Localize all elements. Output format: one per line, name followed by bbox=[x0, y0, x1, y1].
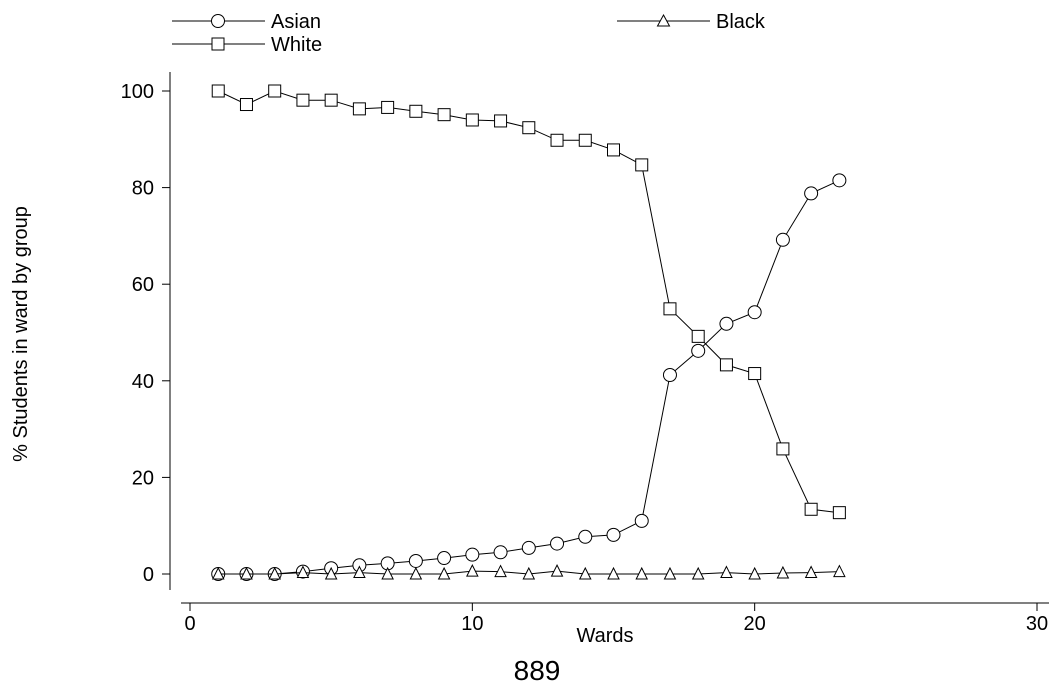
data-point-white bbox=[409, 104, 423, 118]
data-point-black bbox=[607, 566, 620, 580]
data-point-white bbox=[437, 108, 451, 122]
legend-label-asian: Asian bbox=[271, 11, 321, 33]
y-axis-label: % Students in ward by group bbox=[10, 206, 32, 462]
y-tick-label: 60 bbox=[132, 274, 154, 296]
data-point-black bbox=[437, 566, 451, 580]
y-tick-label: 40 bbox=[132, 371, 154, 393]
data-point-asian bbox=[747, 305, 762, 320]
data-point-black bbox=[466, 563, 479, 577]
data-point-white bbox=[635, 158, 649, 172]
data-point-white bbox=[691, 329, 705, 343]
legend-marker-black bbox=[656, 13, 671, 27]
data-point-black bbox=[324, 566, 338, 580]
data-point-black bbox=[240, 566, 253, 580]
data-point-black bbox=[522, 566, 536, 580]
data-point-black bbox=[211, 566, 225, 580]
page-number: 889 bbox=[514, 655, 561, 686]
y-tick-label: 80 bbox=[132, 178, 154, 200]
y-tick-label: 0 bbox=[143, 564, 154, 586]
data-point-white bbox=[719, 358, 733, 372]
data-point-black bbox=[578, 566, 592, 580]
data-point-black bbox=[353, 565, 366, 579]
legend-marker-white bbox=[211, 37, 225, 51]
legend-item-white: White bbox=[172, 34, 322, 56]
data-point-white bbox=[522, 121, 536, 135]
data-point-asian bbox=[550, 536, 565, 551]
data-point-white bbox=[352, 102, 366, 116]
data-point-asian bbox=[493, 545, 508, 560]
data-point-black bbox=[494, 564, 507, 578]
data-point-black bbox=[748, 566, 761, 580]
data-point-white bbox=[211, 84, 225, 98]
data-point-white bbox=[268, 84, 282, 98]
legend-marker-asian bbox=[211, 14, 225, 28]
data-point-white bbox=[494, 114, 508, 128]
data-point-black bbox=[409, 566, 423, 580]
legend-label-white: White bbox=[271, 34, 322, 56]
x-tick-label: 20 bbox=[744, 613, 766, 635]
data-point-asian bbox=[578, 529, 593, 544]
data-point-black bbox=[550, 563, 564, 577]
data-point-asian bbox=[691, 343, 706, 358]
data-point-black bbox=[296, 565, 310, 579]
data-point-white bbox=[832, 506, 846, 520]
data-point-white bbox=[550, 133, 564, 147]
data-point-white bbox=[748, 367, 762, 381]
data-point-white bbox=[324, 93, 338, 107]
data-point-asian bbox=[408, 553, 423, 568]
data-point-black bbox=[268, 566, 282, 580]
series-white bbox=[211, 84, 846, 520]
data-point-white bbox=[239, 98, 253, 112]
data-point-white bbox=[578, 133, 592, 147]
series-line-asian bbox=[218, 179, 840, 575]
y-tick-label: 20 bbox=[132, 467, 154, 489]
data-point-asian bbox=[719, 316, 734, 331]
series-line-white bbox=[217, 90, 840, 514]
y-ticks: 0 20 40 60 80 100 bbox=[121, 81, 170, 586]
x-axis-label: Wards bbox=[576, 625, 633, 647]
data-point-white bbox=[296, 93, 310, 107]
x-ticks: 0 10 20 30 bbox=[184, 603, 1048, 635]
data-point-white bbox=[381, 100, 395, 114]
data-point-asian bbox=[521, 540, 536, 555]
data-point-asian bbox=[662, 368, 677, 383]
data-point-black bbox=[833, 564, 846, 578]
series-black bbox=[211, 563, 846, 580]
legend-label-black: Black bbox=[716, 11, 766, 33]
data-point-asian bbox=[804, 186, 819, 201]
x-tick-label: 10 bbox=[461, 613, 483, 635]
data-point-asian bbox=[606, 527, 621, 542]
data-point-white bbox=[607, 143, 620, 157]
data-point-white bbox=[663, 302, 677, 316]
x-tick-label: 0 bbox=[184, 613, 195, 635]
axes: 0 20 40 60 80 100 0 10 20 30 Wards % Students in… bbox=[10, 72, 1049, 647]
data-point-white bbox=[804, 502, 818, 516]
data-point-black bbox=[776, 565, 790, 579]
data-point-black bbox=[720, 565, 733, 579]
legend-item-black: Black bbox=[617, 11, 766, 33]
data-point-asian bbox=[832, 173, 847, 188]
legend-item-asian: Asian bbox=[172, 11, 321, 33]
data-point-white bbox=[776, 442, 790, 456]
data-point-black bbox=[691, 566, 705, 580]
data-point-black bbox=[804, 565, 818, 579]
plot-area bbox=[211, 84, 847, 581]
legend: Asian White Black bbox=[172, 11, 766, 56]
data-point-asian bbox=[775, 232, 790, 247]
data-point-black bbox=[381, 566, 394, 580]
data-point-black bbox=[663, 566, 677, 580]
data-point-white bbox=[465, 113, 479, 127]
data-point-asian bbox=[634, 513, 649, 528]
data-point-black bbox=[635, 566, 649, 580]
x-tick-label: 30 bbox=[1026, 613, 1048, 635]
data-point-asian bbox=[465, 547, 480, 562]
data-point-asian bbox=[437, 551, 452, 566]
y-tick-label: 100 bbox=[121, 81, 154, 103]
